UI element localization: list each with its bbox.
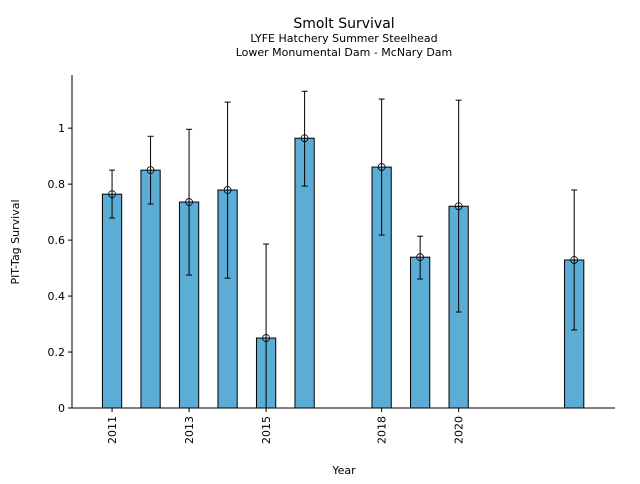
- point-marker-2013: [185, 198, 193, 206]
- bar-2012: [140, 169, 161, 409]
- y-tick-label: 0.2: [48, 346, 66, 359]
- point-marker-2015: [262, 334, 270, 342]
- chart-subtitle-2: Lower Monumental Dam - McNary Dam: [236, 46, 453, 59]
- point-marker-2019: [416, 253, 425, 262]
- point-marker-2016: [300, 134, 309, 143]
- point-marker-2020: [454, 202, 463, 211]
- bar-2011: [101, 193, 123, 409]
- y-tick-label: 0.4: [48, 290, 66, 303]
- point-marker-2012: [146, 166, 155, 175]
- y-tick-label: 1: [58, 122, 65, 135]
- x-tick-label: 2018: [376, 416, 389, 444]
- point-marker-2014: [223, 186, 232, 194]
- x-tick-label: 2011: [106, 416, 119, 444]
- point-marker-2011: [108, 190, 116, 199]
- y-tick-label: 0.6: [48, 234, 66, 247]
- x-axis-label: Year: [331, 464, 356, 477]
- y-tick-label: 0.8: [48, 178, 66, 191]
- x-tick-label: 2015: [260, 416, 273, 444]
- chart-subtitle-1: LYFE Hatchery Summer Steelhead: [250, 32, 437, 45]
- chart-title: Smolt Survival: [293, 16, 394, 32]
- point-marker-2023: [570, 256, 579, 264]
- x-tick-label: 2020: [453, 416, 466, 444]
- point-marker-2018: [377, 163, 386, 171]
- x-tick-label: 2013: [183, 416, 196, 444]
- y-axis-label: PIT-Tag Survival: [9, 199, 22, 284]
- y-tick-label: 0: [58, 402, 65, 415]
- bar-2019: [410, 256, 431, 409]
